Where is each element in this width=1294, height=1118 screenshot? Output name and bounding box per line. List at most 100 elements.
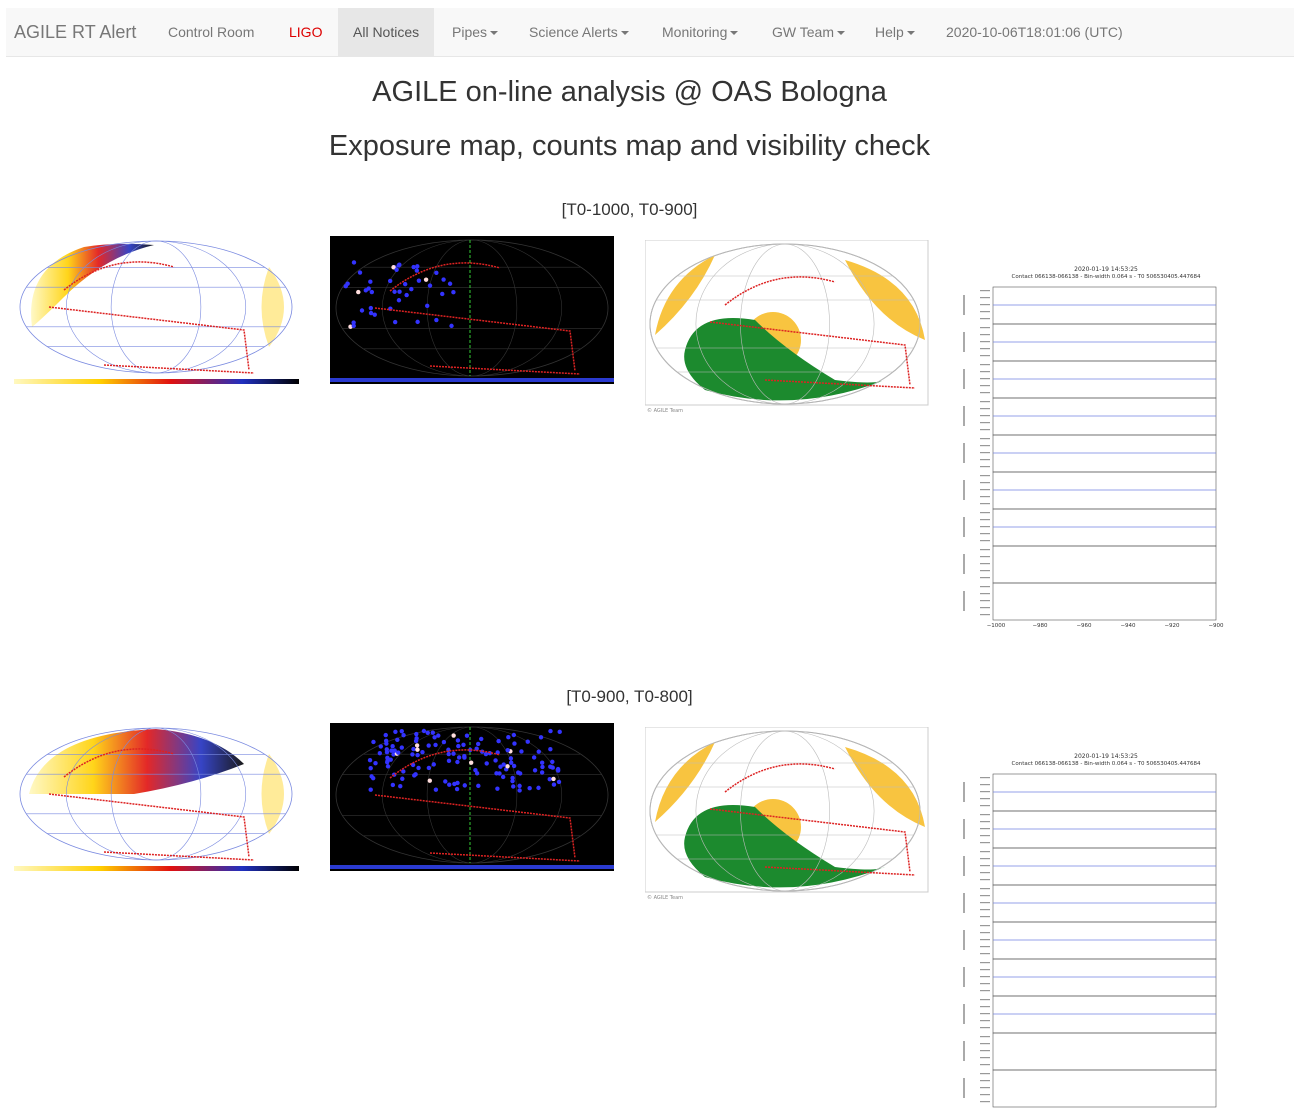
counts-map <box>330 723 614 871</box>
count <box>536 749 541 754</box>
panel <box>992 545 1217 584</box>
count <box>476 783 481 789</box>
y-lab <box>980 842 990 844</box>
section-heading: [T0-1000, T0-900] <box>561 200 698 219</box>
x-tick-label: −980 <box>1032 623 1048 629</box>
count <box>401 769 406 774</box>
axis-lab <box>963 332 965 352</box>
nav-dropdown[interactable]: Pipes <box>452 8 499 56</box>
panel <box>992 1032 1217 1071</box>
count <box>392 289 397 294</box>
colorbar <box>330 378 614 382</box>
page: {"nav": {"brand": "AGILE RT Alert", "ite… <box>6 8 1294 1108</box>
nav-dropdown[interactable]: Science Alerts <box>529 8 629 56</box>
track <box>709 276 916 389</box>
lc-time: 2020-01-19 14:53:25 <box>1074 266 1138 273</box>
count <box>531 755 537 760</box>
earth <box>684 318 885 401</box>
count <box>411 264 416 270</box>
nav-dropdown[interactable]: GW Team <box>772 8 845 56</box>
y-lab <box>980 872 990 874</box>
count <box>555 768 561 773</box>
count <box>511 763 517 769</box>
y-lab <box>980 364 990 366</box>
count <box>447 782 452 787</box>
count <box>462 783 467 788</box>
panel <box>992 323 1217 362</box>
y-lab <box>980 865 990 867</box>
count <box>400 776 405 781</box>
count <box>389 748 394 753</box>
x-tick-label: −920 <box>1164 623 1180 629</box>
panel <box>992 1069 1217 1108</box>
count <box>479 736 484 742</box>
count <box>443 779 448 784</box>
y-lab <box>980 466 990 468</box>
nav-dropdown[interactable]: Monitoring <box>662 8 739 56</box>
sun-left <box>655 742 715 822</box>
y-lab <box>980 888 990 890</box>
count <box>421 728 427 734</box>
panel <box>992 773 1217 812</box>
count <box>455 780 460 786</box>
count <box>551 782 557 787</box>
credit: © AGILE Team <box>647 894 683 901</box>
count <box>411 746 416 752</box>
count <box>415 264 420 269</box>
axis-lab <box>963 406 965 426</box>
count <box>432 735 437 740</box>
y-lab <box>980 1087 990 1089</box>
axis-lab <box>963 295 965 315</box>
navbar: AGILE RT Alert Control Room LIGO All Not… <box>6 8 1294 57</box>
count <box>519 749 524 754</box>
y-lab <box>980 593 990 595</box>
y-lab <box>980 341 990 343</box>
y-lab <box>980 577 990 579</box>
count <box>510 775 515 781</box>
y-lab <box>980 556 990 558</box>
lc-time: 2020-01-19 14:53:25 <box>1074 753 1138 760</box>
y-lab <box>980 290 990 292</box>
count <box>495 786 500 791</box>
panel <box>992 508 1217 547</box>
meridian <box>695 243 875 405</box>
count <box>539 760 545 765</box>
count <box>516 770 521 775</box>
colorbar <box>14 379 299 384</box>
brand[interactable]: AGILE RT Alert <box>14 22 137 42</box>
meridian <box>381 239 563 377</box>
count <box>392 319 398 325</box>
y-lab <box>980 526 990 528</box>
count <box>427 283 433 288</box>
count <box>517 788 522 793</box>
bg <box>330 723 614 871</box>
y-lab <box>980 1057 990 1059</box>
nav-link[interactable]: Control Room <box>168 24 255 40</box>
y-lab <box>980 858 990 860</box>
count <box>506 734 511 740</box>
count <box>505 764 510 769</box>
nav-dropdown[interactable]: Help <box>875 8 915 56</box>
exposure <box>31 243 154 327</box>
nav-link[interactable]: All Notices <box>338 8 435 56</box>
count <box>415 752 420 758</box>
bg <box>330 236 614 384</box>
count <box>547 776 552 782</box>
count <box>548 728 553 734</box>
y-lab <box>980 1036 990 1038</box>
y-lab <box>980 385 990 387</box>
count <box>456 755 462 760</box>
axis-lab <box>963 369 965 389</box>
count <box>399 745 405 750</box>
count <box>384 749 390 755</box>
y-lab <box>980 445 990 447</box>
count <box>370 775 376 781</box>
count <box>511 784 516 789</box>
y-lab <box>980 946 990 948</box>
nav-link[interactable]: LIGO <box>289 24 323 40</box>
axis-lab <box>963 517 965 537</box>
axis-lab <box>963 856 965 876</box>
count <box>413 772 418 777</box>
count <box>402 281 408 287</box>
y-lab <box>980 777 990 779</box>
